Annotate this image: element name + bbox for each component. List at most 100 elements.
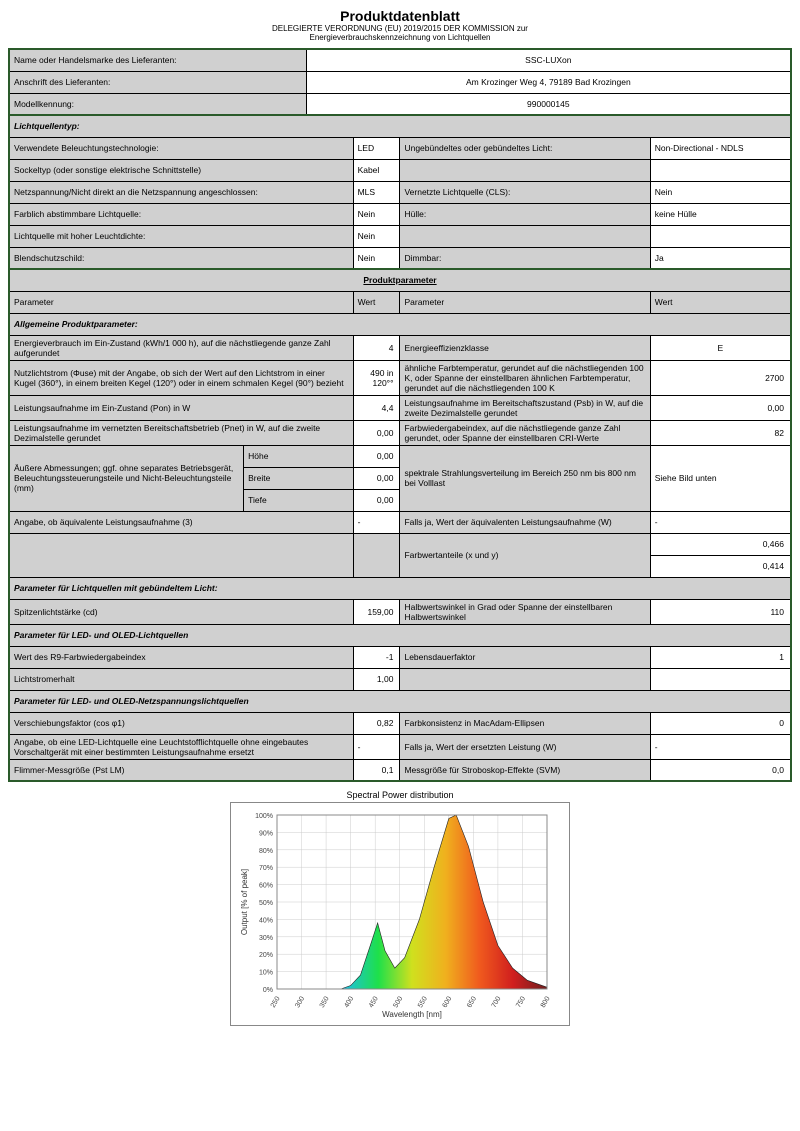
datasheet-table: Name oder Handelsmarke des Lieferanten: … xyxy=(8,48,792,782)
svg-text:550: 550 xyxy=(417,995,429,1009)
r4a-value: 0,00 xyxy=(353,420,400,445)
chart-area: 0%10%20%30%40%50%60%70%80%90%100%2503003… xyxy=(230,802,570,1026)
section-produktparameter: Produktparameter xyxy=(9,269,791,291)
svg-text:250: 250 xyxy=(270,995,282,1009)
col-parameter2: Parameter xyxy=(400,291,650,313)
blend-label: Blendschutzschild: xyxy=(9,247,353,269)
mess-value: 0,0 xyxy=(650,759,791,781)
svg-text:90%: 90% xyxy=(259,830,273,837)
farbk-label: Farbkonsistenz in MacAdam-Ellipsen xyxy=(400,712,650,734)
svg-text:650: 650 xyxy=(466,995,478,1009)
header: Produktdatenblatt DELEGIERTE VERORDNUNG … xyxy=(8,8,792,42)
model-value: 990000145 xyxy=(306,93,791,115)
socket-label: Sockeltyp (oder sonstige elektrische Sch… xyxy=(9,159,353,181)
supplier-name-value: SSC-LUXon xyxy=(306,49,791,71)
svg-text:300: 300 xyxy=(294,995,306,1009)
bundle-value: Non-Directional - NDLS xyxy=(650,137,791,159)
flimmer-label: Flimmer-Messgröße (Pst LM) xyxy=(9,759,353,781)
svg-text:80%: 80% xyxy=(259,848,273,855)
page-subtitle2: Energieverbrauchskennzeichnung von Licht… xyxy=(8,33,792,42)
blend-value: Nein xyxy=(353,247,400,269)
cls-value: Nein xyxy=(650,181,791,203)
dim-label: Äußere Abmessungen; ggf. ohne separates … xyxy=(9,445,244,511)
spektral-label: spektrale Strahlungsverteilung im Bereic… xyxy=(400,445,650,511)
col-parameter: Parameter xyxy=(9,291,353,313)
svg-text:800: 800 xyxy=(540,995,552,1009)
r9-label: Wert des R9-Farbwiedergabeindex xyxy=(9,646,353,668)
r1a-label: Energieverbrauch im Ein-Zustand (kWh/1 0… xyxy=(9,335,353,360)
breite-label: Breite xyxy=(244,467,353,489)
chart-container: Spectral Power distribution 0%10%20%30%4… xyxy=(230,790,570,1026)
spektral-value: Siehe Bild unten xyxy=(650,445,791,511)
r3a-label: Leistungsaufnahme im Ein-Zustand (Pon) i… xyxy=(9,395,353,420)
angabe-label: Angabe, ob eine LED-Lichtquelle eine Leu… xyxy=(9,734,353,759)
svg-text:Output [% of peak]: Output [% of peak] xyxy=(240,869,249,935)
farb-value: Nein xyxy=(353,203,400,225)
farbw-x: 0,466 xyxy=(650,533,791,555)
empty-cell xyxy=(353,533,400,577)
page-title: Produktdatenblatt xyxy=(8,8,792,24)
spitz-value: 159,00 xyxy=(353,599,400,624)
spitz-label: Spitzenlichtstärke (cd) xyxy=(9,599,353,624)
svg-text:700: 700 xyxy=(491,995,503,1009)
tiefe-value: 0,00 xyxy=(353,489,400,511)
falls-label: Falls ja, Wert der ersetzten Leistung (W… xyxy=(400,734,650,759)
svg-text:60%: 60% xyxy=(259,883,273,890)
section-lichtquellentyp: Lichtquellentyp: xyxy=(9,115,791,137)
svg-text:30%: 30% xyxy=(259,935,273,942)
hoch-value: Nein xyxy=(353,225,400,247)
supplier-address-label: Anschrift des Lieferanten: xyxy=(9,71,306,93)
spectral-chart: 0%10%20%30%40%50%60%70%80%90%100%2503003… xyxy=(235,809,555,1019)
empty-cell xyxy=(650,668,791,690)
empty-cell xyxy=(9,533,353,577)
empty-cell xyxy=(400,225,650,247)
svg-text:70%: 70% xyxy=(259,865,273,872)
svg-text:750: 750 xyxy=(515,995,527,1009)
hohe-label: Höhe xyxy=(244,445,353,467)
svg-text:40%: 40% xyxy=(259,917,273,924)
supplier-address-value: Am Krozinger Weg 4, 79189 Bad Krozingen xyxy=(306,71,791,93)
svg-text:400: 400 xyxy=(343,995,355,1009)
svg-text:450: 450 xyxy=(368,995,380,1009)
hohe-value: 0,00 xyxy=(353,445,400,467)
col-wert: Wert xyxy=(353,291,400,313)
angabe-value: - xyxy=(353,734,400,759)
section-allgemeine: Allgemeine Produktparameter: xyxy=(9,313,791,335)
page-subtitle1: DELEGIERTE VERORDNUNG (EU) 2019/2015 DER… xyxy=(8,24,792,33)
lichtstrom-value: 1,00 xyxy=(353,668,400,690)
section-netz: Parameter für LED- und OLED-Netzspannung… xyxy=(9,690,791,712)
r6b-label: Falls ja, Wert der äquivalenten Leistung… xyxy=(400,511,650,533)
tech-value: LED xyxy=(353,137,400,159)
supplier-name-label: Name oder Handelsmarke des Lieferanten: xyxy=(9,49,306,71)
halb-value: 110 xyxy=(650,599,791,624)
section-led: Parameter für LED- und OLED-Lichtquellen xyxy=(9,624,791,646)
r3b-value: 0,00 xyxy=(650,395,791,420)
tiefe-label: Tiefe xyxy=(244,489,353,511)
svg-text:100%: 100% xyxy=(255,813,273,820)
netz-value: MLS xyxy=(353,181,400,203)
r6a-value: - xyxy=(353,511,400,533)
lichtstrom-label: Lichtstromerhalt xyxy=(9,668,353,690)
r6b-value: - xyxy=(650,511,791,533)
tech-label: Verwendete Beleuchtungstechnologie: xyxy=(9,137,353,159)
r4b-value: 82 xyxy=(650,420,791,445)
netz-label: Netzspannung/Nicht direkt an die Netzspa… xyxy=(9,181,353,203)
versch-value: 0,82 xyxy=(353,712,400,734)
empty-cell xyxy=(400,668,650,690)
farbw-label: Farbwertanteile (x und y) xyxy=(400,533,650,577)
chart-title: Spectral Power distribution xyxy=(230,790,570,800)
empty-cell xyxy=(400,159,650,181)
r1b-value: E xyxy=(650,335,791,360)
socket-value: Kabel xyxy=(353,159,400,181)
dimm-value: Ja xyxy=(650,247,791,269)
svg-text:500: 500 xyxy=(392,995,404,1009)
empty-cell xyxy=(650,225,791,247)
r2b-value: 2700 xyxy=(650,360,791,395)
svg-text:350: 350 xyxy=(319,995,331,1009)
farbk-value: 0 xyxy=(650,712,791,734)
svg-text:20%: 20% xyxy=(259,952,273,959)
cls-label: Vernetzte Lichtquelle (CLS): xyxy=(400,181,650,203)
r3b-label: Leistungsaufnahme im Bereitschaftszustan… xyxy=(400,395,650,420)
svg-text:50%: 50% xyxy=(259,900,273,907)
bundle-label: Ungebündeltes oder gebündeltes Licht: xyxy=(400,137,650,159)
